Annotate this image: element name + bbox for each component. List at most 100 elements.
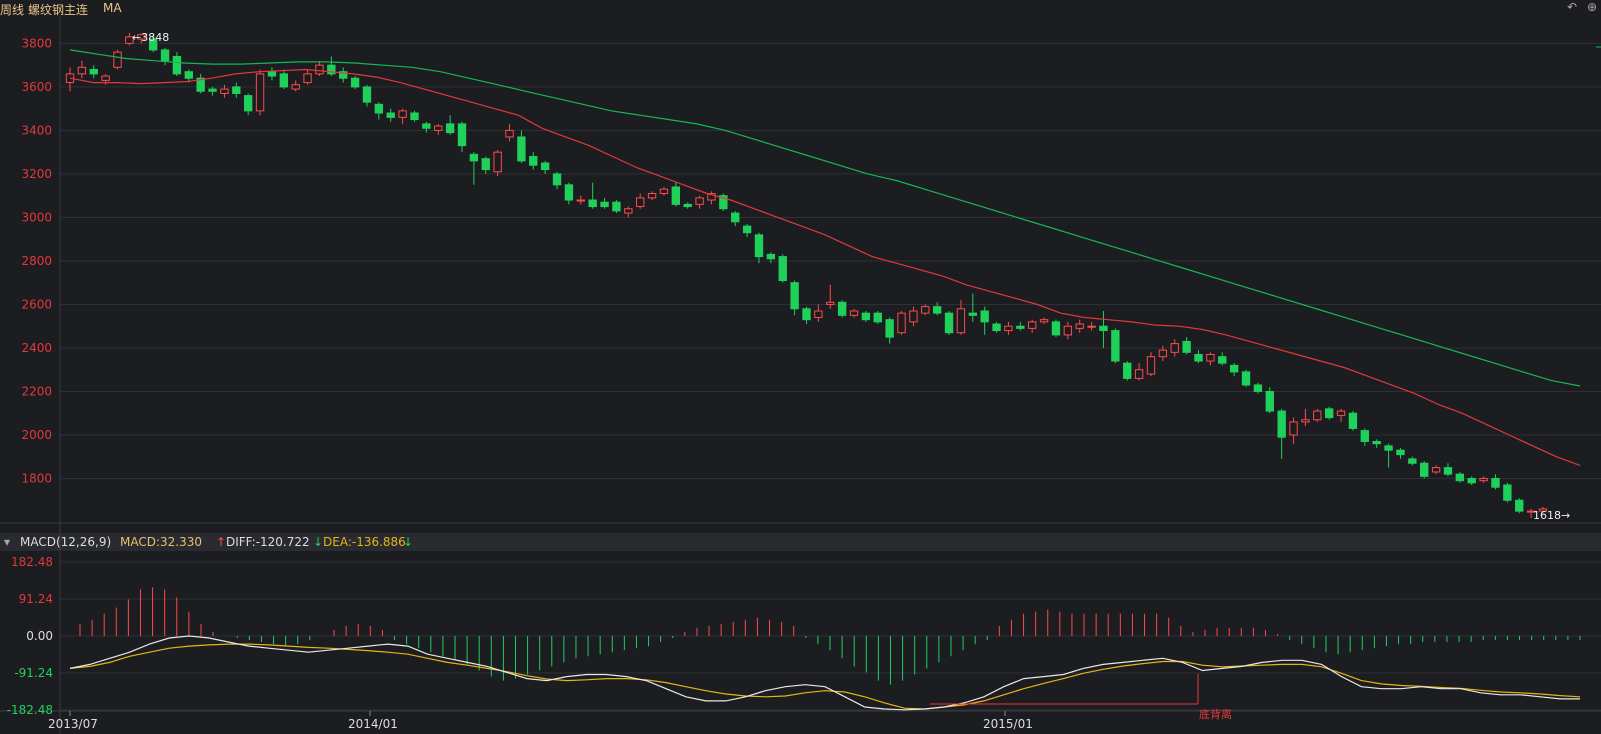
candle-down (766, 253, 776, 260)
candle-up (1313, 410, 1322, 421)
price-tick-label: 2600 (21, 297, 52, 311)
candle-up (1538, 508, 1548, 512)
candle-down (719, 195, 728, 210)
x-tick-label: 2014/01 (348, 717, 398, 731)
ma-green-line (69, 49, 1581, 387)
candle-up (826, 301, 835, 305)
candle-up (398, 110, 407, 118)
candle-down (873, 312, 882, 323)
indicator-label[interactable]: MA (103, 1, 122, 15)
period-label[interactable]: 周线 (0, 3, 25, 17)
candle-up (101, 75, 110, 81)
candle-down (742, 225, 752, 234)
dea-value: DEA:-136.886 (323, 535, 406, 549)
collapse-icon[interactable]: ▾ (4, 535, 11, 549)
candle-down (172, 55, 182, 75)
candle-down (1443, 467, 1453, 475)
candle-down (861, 312, 871, 321)
candle-down (1099, 325, 1108, 332)
macd-tick-label: 182.48 (11, 555, 53, 569)
candle-up (1039, 319, 1049, 323)
candle-down (529, 156, 538, 166)
candle-down (386, 112, 395, 118)
candle-down (267, 71, 277, 77)
candle-down (683, 203, 692, 208)
candle-down (932, 306, 942, 314)
instrument-label[interactable]: 螺纹钢主连 (28, 3, 89, 17)
candle-up (849, 310, 859, 316)
candle-down (1123, 362, 1132, 379)
zoom-in-icon[interactable]: ⊕ (1586, 0, 1597, 14)
candle-down (1229, 364, 1239, 373)
low-marker: 1618→ (1533, 509, 1571, 522)
high-marker: ←3848 (132, 31, 170, 44)
candle-down (588, 199, 597, 208)
ma-red-line (69, 68, 1581, 466)
candle-down (790, 282, 799, 310)
candle-down (1016, 325, 1025, 329)
price-tick-label: 1800 (21, 471, 52, 485)
candle-down (232, 86, 241, 94)
candle-down (1515, 499, 1524, 512)
macd-tick-label: 91.24 (19, 592, 53, 606)
candle-up (1301, 419, 1310, 423)
candle-down (1051, 321, 1061, 336)
candle-down (1467, 477, 1476, 484)
undo-icon[interactable]: ↶ (1567, 0, 1578, 14)
price-tick-label: 2000 (21, 428, 52, 442)
candle-down (612, 201, 621, 212)
candle-down (1265, 390, 1274, 412)
candle-up (909, 310, 918, 323)
candle-up (576, 199, 585, 202)
candle-up (1289, 421, 1298, 436)
candle-up (814, 310, 823, 319)
candle-up (303, 73, 312, 84)
candle-up (1087, 325, 1096, 328)
candle-down (422, 123, 431, 129)
candle-up (315, 64, 324, 75)
candle-down (754, 234, 764, 258)
candle-down (540, 162, 550, 171)
price-tick-label: 2400 (21, 341, 52, 355)
candle-down (731, 212, 740, 223)
dea-down-arrow-icon: ↓ (403, 535, 414, 549)
candle-up (137, 34, 146, 40)
dea-line (69, 643, 1581, 710)
candle-down (980, 310, 989, 323)
candle-up (1170, 343, 1179, 353)
candle-down (1324, 408, 1334, 419)
candle-down (1384, 445, 1393, 451)
candle-up (647, 193, 657, 199)
price-tick-label: 3800 (21, 36, 52, 50)
price-tick-label: 3600 (21, 80, 52, 94)
x-tick-label: 2013/07 (48, 717, 98, 731)
candle-down (350, 77, 360, 88)
candle-up (1206, 353, 1215, 362)
candle-down (148, 38, 158, 51)
candle-up (1336, 410, 1346, 416)
candle-down (1455, 473, 1465, 482)
candle-down (196, 77, 205, 92)
candle-up (125, 36, 134, 44)
candle-down (410, 112, 419, 121)
candle-down (469, 153, 479, 162)
candle-down (160, 49, 170, 62)
candle-down (992, 323, 1001, 332)
candle-down (778, 256, 787, 282)
candle-down (481, 158, 490, 171)
candle-down (600, 201, 609, 208)
candle-up (1158, 349, 1168, 358)
candle-up (1146, 356, 1156, 375)
candle-up (695, 197, 704, 205)
macd-tick-label: -91.24 (14, 666, 53, 680)
price-tick-label: 2200 (21, 384, 52, 398)
candle-down (885, 319, 894, 338)
candle-up (921, 306, 930, 314)
candle-down (445, 123, 455, 134)
candle-down (89, 69, 98, 75)
candle-down (362, 86, 372, 103)
candle-up (707, 193, 716, 201)
candle-down (1194, 353, 1203, 362)
candle-down (1360, 430, 1369, 443)
